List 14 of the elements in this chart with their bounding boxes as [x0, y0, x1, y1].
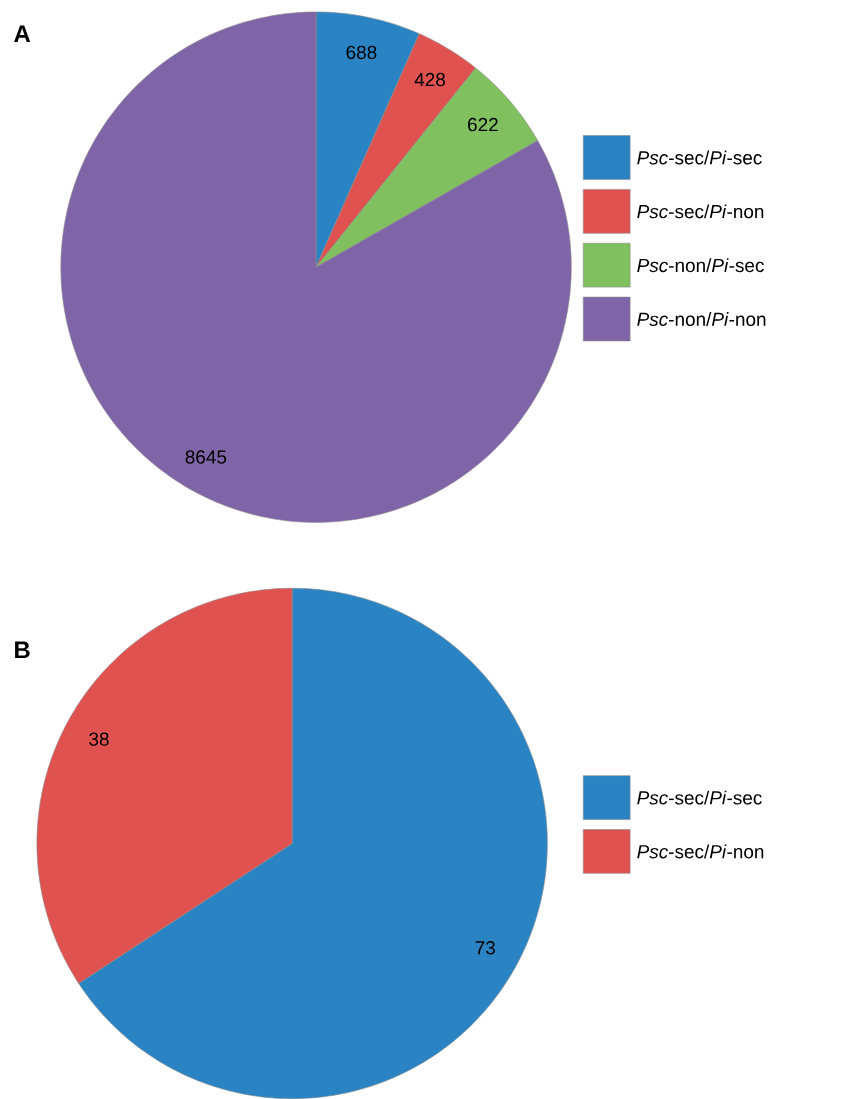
legend-label: Psc-sec/Pi-sec [636, 150, 762, 165]
data-label: 428 [414, 72, 445, 87]
data-label: 38 [88, 732, 109, 746]
legend-label: Psc-sec/Pi-non [636, 204, 763, 219]
data-label: 8645 [185, 450, 226, 464]
text: B [14, 641, 30, 659]
data-label: 688 [346, 45, 377, 60]
data-label: 73 [475, 941, 495, 955]
legend-label: Psc-sec/Pi-sec [636, 790, 762, 805]
data-label: 622 [467, 117, 498, 132]
chart-title: A [13, 25, 30, 42]
legend-label: Psc-sec/Pi-non [636, 844, 763, 859]
legend-label: Psc-non/Pi-sec [636, 258, 764, 273]
legend-label: Psc-non/Pi-non [636, 312, 766, 326]
